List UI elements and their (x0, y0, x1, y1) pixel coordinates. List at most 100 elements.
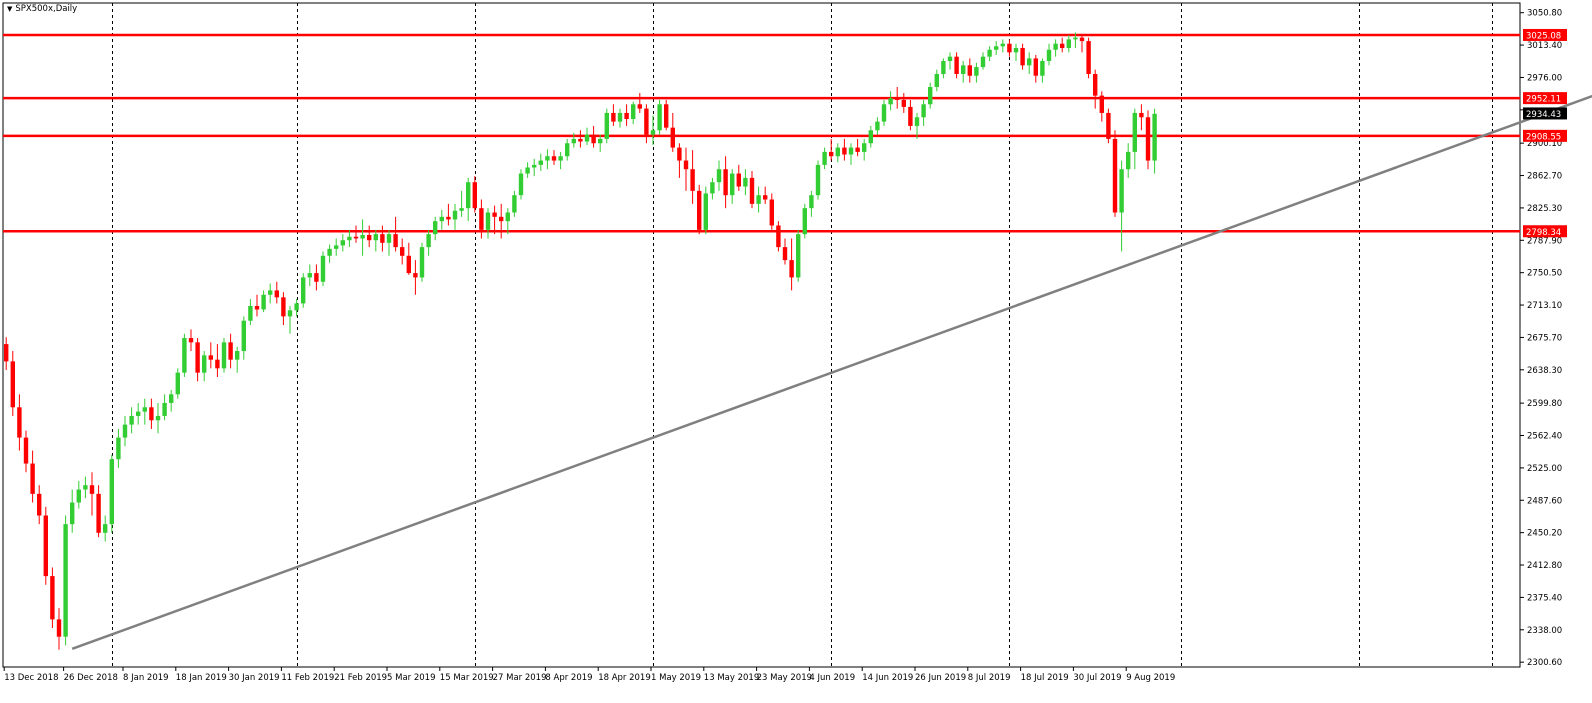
candle (1112, 130, 1118, 217)
candle-body (1000, 43, 1005, 47)
y-tick-label: 2562.40 (1527, 432, 1562, 442)
candle-body (155, 415, 161, 421)
candle (155, 402, 161, 434)
candle (888, 91, 893, 111)
candle-body (829, 151, 834, 157)
candle (433, 216, 438, 241)
candle (967, 58, 972, 83)
candle-body (426, 234, 431, 248)
candle (340, 234, 345, 252)
candle (961, 61, 966, 83)
candle (446, 203, 451, 226)
candle-body (664, 104, 669, 128)
candle-body (83, 485, 88, 490)
y-tick-label: 2300.60 (1527, 658, 1562, 668)
candle-body (842, 147, 847, 155)
candle (50, 567, 55, 629)
y-tick-label: 2976.00 (1527, 73, 1562, 83)
candle (380, 225, 385, 252)
candle-body (578, 138, 583, 142)
level-price-box (1523, 92, 1567, 105)
candle (591, 125, 596, 148)
candle-body (1079, 37, 1085, 42)
current-price-label: 2934.43 (1523, 107, 1567, 120)
candle (505, 208, 510, 235)
candle (1099, 91, 1104, 122)
candle (76, 480, 81, 509)
candle-body (70, 502, 75, 525)
y-tick-label: 2638.30 (1527, 366, 1562, 376)
candle (743, 169, 748, 196)
candle-body (736, 173, 741, 187)
candle (1145, 110, 1151, 170)
candle (657, 99, 662, 135)
candle (268, 283, 273, 304)
candle (697, 184, 702, 235)
candle (1139, 104, 1144, 131)
candle-body (584, 134, 590, 142)
candle-body (875, 121, 880, 131)
x-tick-label: 18 Jan 2019 (176, 673, 227, 683)
candle-body (287, 310, 293, 317)
candle (868, 125, 873, 148)
level-price-label: 2908.55 (1523, 129, 1567, 142)
candle (1093, 69, 1098, 109)
candle-body (307, 273, 312, 278)
candle-body (109, 459, 114, 525)
candle-body (1145, 117, 1151, 161)
candle (855, 138, 860, 157)
candle-body (835, 147, 840, 157)
candle (789, 238, 794, 291)
candle-body (294, 303, 299, 311)
candle (928, 82, 933, 109)
candle (459, 190, 464, 217)
candle (1132, 108, 1137, 170)
candle-body (1053, 43, 1058, 50)
candle-body (1152, 113, 1157, 161)
y-tick-label: 2713.10 (1527, 301, 1562, 311)
y-tick-label: 2825.30 (1527, 204, 1562, 214)
candle (162, 394, 167, 421)
candle-body (1086, 41, 1091, 74)
x-tick-label: 14 Jun 2019 (862, 673, 913, 683)
candle (604, 108, 609, 144)
x-tick-label: 4 Jun 2019 (809, 673, 855, 683)
candle-body (895, 98, 900, 100)
candle-body (941, 61, 946, 74)
candle (241, 316, 246, 360)
candle (1086, 37, 1091, 79)
symbol-name: SPX500x,Daily (15, 4, 78, 14)
candle (122, 415, 128, 447)
candle-body (373, 234, 378, 241)
level-price-label: 2798.34 (1523, 225, 1567, 238)
x-tick-label: 13 May 2019 (704, 673, 759, 683)
candle (413, 260, 418, 295)
candle-body (142, 407, 147, 412)
candle-body (261, 294, 266, 310)
candle (664, 99, 669, 131)
current-price-box (1523, 107, 1567, 120)
candle-body (56, 619, 62, 637)
candle-body (796, 234, 801, 278)
level-price-box (1523, 225, 1567, 238)
candle-body (565, 143, 570, 157)
candle-body (446, 216, 451, 220)
candle (994, 41, 999, 55)
candle (393, 216, 398, 252)
candle (934, 69, 939, 92)
candle (796, 229, 801, 282)
candle-body (235, 351, 240, 360)
x-tick-label: 9 Aug 2019 (1126, 673, 1175, 683)
candle-body (433, 221, 438, 235)
candle-body (76, 489, 81, 503)
candle-body (17, 407, 22, 438)
candle (637, 93, 642, 113)
x-tick-label: 13 Dec 2018 (4, 673, 58, 683)
candle (327, 244, 332, 263)
x-tick-label: 5 Mar 2019 (387, 673, 435, 683)
candle-body (908, 106, 913, 126)
candle-body (690, 169, 695, 191)
candle (987, 46, 992, 62)
